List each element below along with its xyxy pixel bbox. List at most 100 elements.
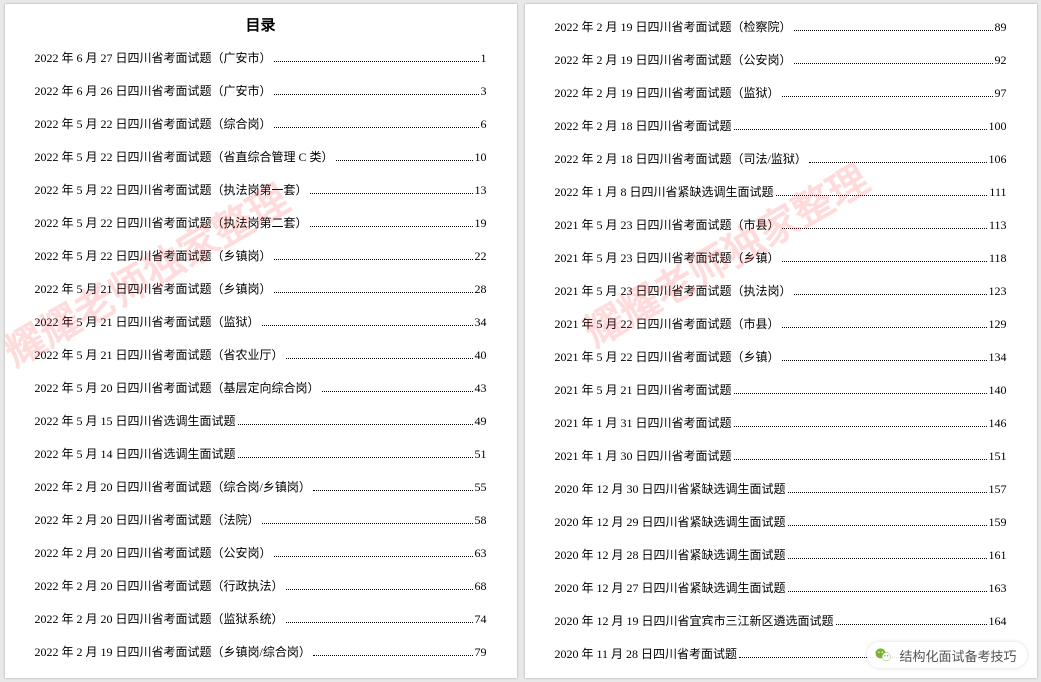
toc-entry[interactable]: 2022 年 2 月 18 日四川省考面试题 100	[555, 117, 1007, 134]
toc-entry-page: 28	[475, 282, 487, 297]
toc-entry-page: 63	[475, 546, 487, 561]
toc-leader-dots	[794, 30, 993, 31]
toc-entry-label: 2022 年 2 月 20 日四川省考面试题（公安岗）	[35, 544, 272, 561]
toc-leader-dots	[262, 325, 473, 326]
toc-entry-page: 68	[475, 579, 487, 594]
toc-leader-dots	[788, 591, 987, 592]
toc-leader-dots	[238, 457, 473, 458]
toc-entry-page: 34	[475, 315, 487, 330]
toc-entry[interactable]: 2022 年 5 月 22 日四川省考面试题（执法岗第一套） 13	[35, 181, 487, 198]
toc-entry[interactable]: 2022 年 5 月 21 日四川省考面试题（乡镇岗）28	[35, 280, 487, 297]
toc-entry-page: 49	[475, 414, 487, 429]
toc-entry[interactable]: 2021 年 5 月 23 日四川省考面试题（市县）113	[555, 216, 1007, 233]
toc-entry-page: 123	[989, 284, 1007, 299]
toc-entry[interactable]: 2020 年 12 月 30 日四川省紧缺选调生面试题157	[555, 480, 1007, 497]
toc-leader-dots	[274, 61, 479, 62]
toc-leader-dots	[734, 459, 987, 460]
toc-entry-label: 2022 年 5 月 20 日四川省考面试题（基层定向综合岗）	[35, 379, 320, 396]
toc-entry[interactable]: 2022 年 5 月 21 日四川省考面试题（省农业厅） 40	[35, 346, 487, 363]
toc-entry-label: 2022 年 2 月 18 日四川省考面试题（司法/监狱）	[555, 150, 807, 167]
toc-entry-page: 100	[989, 119, 1007, 134]
toc-entry-label: 2022 年 2 月 18 日四川省考面试题	[555, 117, 732, 134]
toc-entry-page: 22	[475, 249, 487, 264]
toc-entry[interactable]: 2020 年 12 月 27 日四川省紧缺选调生面试题163	[555, 579, 1007, 596]
toc-entry-label: 2022 年 2 月 19 日四川省考面试题（公安岗）	[555, 51, 792, 68]
toc-entry-page: 146	[989, 416, 1007, 431]
toc-entry[interactable]: 2021 年 5 月 21 日四川省考面试题140	[555, 381, 1007, 398]
toc-entry-page: 161	[989, 548, 1007, 563]
toc-entry[interactable]: 2022 年 6 月 27 日四川省考面试题（广安市） 1	[35, 49, 487, 66]
toc-entry[interactable]: 2022 年 5 月 22 日四川省考面试题（执法岗第二套）19	[35, 214, 487, 231]
toc-entry[interactable]: 2022 年 2 月 19 日四川省考面试题（监狱）97	[555, 84, 1007, 101]
toc-entry-page: 106	[989, 152, 1007, 167]
toc-leader-dots	[274, 127, 479, 128]
toc-list-left: 2022 年 6 月 27 日四川省考面试题（广安市）12022 年 6 月 2…	[35, 49, 487, 678]
toc-entry[interactable]: 2022 年 2 月 19 日四川省考面试题（乡镇岗/综合岗）79	[35, 643, 487, 660]
toc-leader-dots	[313, 490, 473, 491]
toc-leader-dots	[782, 96, 993, 97]
toc-entry-label: 2021 年 5 月 23 日四川省考面试题（乡镇）	[555, 249, 780, 266]
toc-entry[interactable]: 2020 年 12 月 19 日四川省宜宾市三江新区遴选面试题164	[555, 612, 1007, 629]
toc-leader-dots	[788, 492, 987, 493]
toc-entry[interactable]: 2021 年 1 月 30 日四川省考面试题151	[555, 447, 1007, 464]
toc-entry[interactable]: 2022 年 2 月 20 日四川省考面试题（行政执法）68	[35, 577, 487, 594]
toc-entry[interactable]: 2022 年 1 月 8 日四川省紧缺选调生面试题111	[555, 183, 1007, 200]
toc-leader-dots	[788, 558, 987, 559]
toc-entry-page: 40	[475, 348, 487, 363]
toc-entry[interactable]: 2022 年 5 月 21 日四川省考面试题（监狱）34	[35, 313, 487, 330]
toc-leader-dots	[782, 228, 987, 229]
toc-entry-label: 2022 年 2 月 19 日四川省考面试题（法院/司法）	[35, 676, 287, 678]
toc-entry-label: 2021 年 5 月 21 日四川省考面试题	[555, 381, 732, 398]
toc-entry[interactable]: 2022 年 5 月 22 日四川省考面试题（综合岗）6	[35, 115, 487, 132]
toc-entry[interactable]: 2021 年 5 月 23 日四川省考面试题（乡镇）118	[555, 249, 1007, 266]
toc-entry-label: 2022 年 5 月 22 日四川省考面试题（执法岗第二套）	[35, 214, 308, 231]
toc-leader-dots	[322, 391, 473, 392]
toc-entry[interactable]: 2022 年 2 月 20 日四川省考面试题（综合岗/乡镇岗） 55	[35, 478, 487, 495]
wechat-channel-overlay[interactable]: 结构化面试备考技巧	[867, 642, 1026, 668]
toc-entry-page: 129	[989, 317, 1007, 332]
toc-leader-dots	[238, 424, 473, 425]
toc-entry[interactable]: 2020 年 12 月 29 日四川省紧缺选调生面试题159	[555, 513, 1007, 530]
toc-entry-page: 51	[475, 447, 487, 462]
toc-entry-label: 2020 年 12 月 19 日四川省宜宾市三江新区遴选面试题	[555, 612, 834, 629]
toc-entry[interactable]: 2020 年 12 月 28 日四川省紧缺选调生面试题 161	[555, 546, 1007, 563]
toc-entry[interactable]: 2022 年 5 月 14 日四川省选调生面试题 51	[35, 445, 487, 462]
toc-leader-dots	[313, 655, 473, 656]
toc-entry[interactable]: 2022 年 5 月 20 日四川省考面试题（基层定向综合岗）43	[35, 379, 487, 396]
toc-entry-page: 151	[989, 449, 1007, 464]
toc-entry[interactable]: 2021 年 5 月 22 日四川省考面试题（市县）129	[555, 315, 1007, 332]
toc-list-right: 2022 年 2 月 19 日四川省考面试题（检察院）89 2022 年 2 月 …	[555, 18, 1007, 678]
toc-entry[interactable]: 2022 年 2 月 19 日四川省考面试题（法院/司法）84	[35, 676, 487, 678]
toc-leader-dots	[734, 393, 987, 394]
toc-entry-page: 159	[989, 515, 1007, 530]
toc-entry[interactable]: 2021 年 5 月 23 日四川省考面试题（执法岗）123	[555, 282, 1007, 299]
toc-entry[interactable]: 2022 年 5 月 22 日四川省考面试题（乡镇岗）22	[35, 247, 487, 264]
toc-entry[interactable]: 2022 年 2 月 18 日四川省考面试题（司法/监狱） 106	[555, 150, 1007, 167]
toc-entry-label: 2022 年 5 月 14 日四川省选调生面试题	[35, 445, 236, 462]
toc-leader-dots	[782, 360, 987, 361]
toc-entry[interactable]: 2021 年 1 月 31 日四川省考面试题146	[555, 414, 1007, 431]
toc-entry[interactable]: 2022 年 2 月 20 日四川省考面试题（公安岗） 63	[35, 544, 487, 561]
toc-entry-label: 2022 年 6 月 27 日四川省考面试题（广安市）	[35, 49, 272, 66]
toc-entry-page: 74	[475, 612, 487, 627]
toc-entry[interactable]: 2022 年 2 月 19 日四川省考面试题（公安岗）92	[555, 51, 1007, 68]
toc-entry-page: 1	[481, 51, 487, 66]
toc-entry[interactable]: 2021 年 5 月 22 日四川省考面试题（乡镇）134	[555, 348, 1007, 365]
toc-entry[interactable]: 2022 年 2 月 19 日四川省考面试题（检察院）89	[555, 18, 1007, 35]
toc-entry-label: 2021 年 5 月 23 日四川省考面试题（市县）	[555, 216, 780, 233]
toc-leader-dots	[788, 525, 987, 526]
toc-entry-label: 2022 年 2 月 20 日四川省考面试题（综合岗/乡镇岗）	[35, 478, 311, 495]
toc-entry-label: 2022 年 5 月 22 日四川省考面试题（执法岗第一套）	[35, 181, 308, 198]
toc-entry[interactable]: 2022 年 2 月 20 日四川省考面试题（法院）58	[35, 511, 487, 528]
toc-leader-dots	[274, 292, 473, 293]
toc-entry[interactable]: 2022 年 6 月 26 日四川省考面试题（广安市）3	[35, 82, 487, 99]
toc-entry[interactable]: 2022 年 2 月 20 日四川省考面试题（监狱系统）74	[35, 610, 487, 627]
toc-entry-page: 55	[475, 480, 487, 495]
toc-entry-page: 163	[989, 581, 1007, 596]
toc-entry-label: 2022 年 5 月 21 日四川省考面试题（省农业厅）	[35, 346, 284, 363]
toc-entry-page: 13	[475, 183, 487, 198]
toc-entry[interactable]: 2022 年 5 月 22 日四川省考面试题（省直综合管理 C 类）10	[35, 148, 487, 165]
toc-entry-label: 2022 年 1 月 8 日四川省紧缺选调生面试题	[555, 183, 774, 200]
toc-entry[interactable]: 2022 年 5 月 15 日四川省选调生面试题49	[35, 412, 487, 429]
toc-entry-label: 2020 年 12 月 28 日四川省紧缺选调生面试题	[555, 546, 786, 563]
